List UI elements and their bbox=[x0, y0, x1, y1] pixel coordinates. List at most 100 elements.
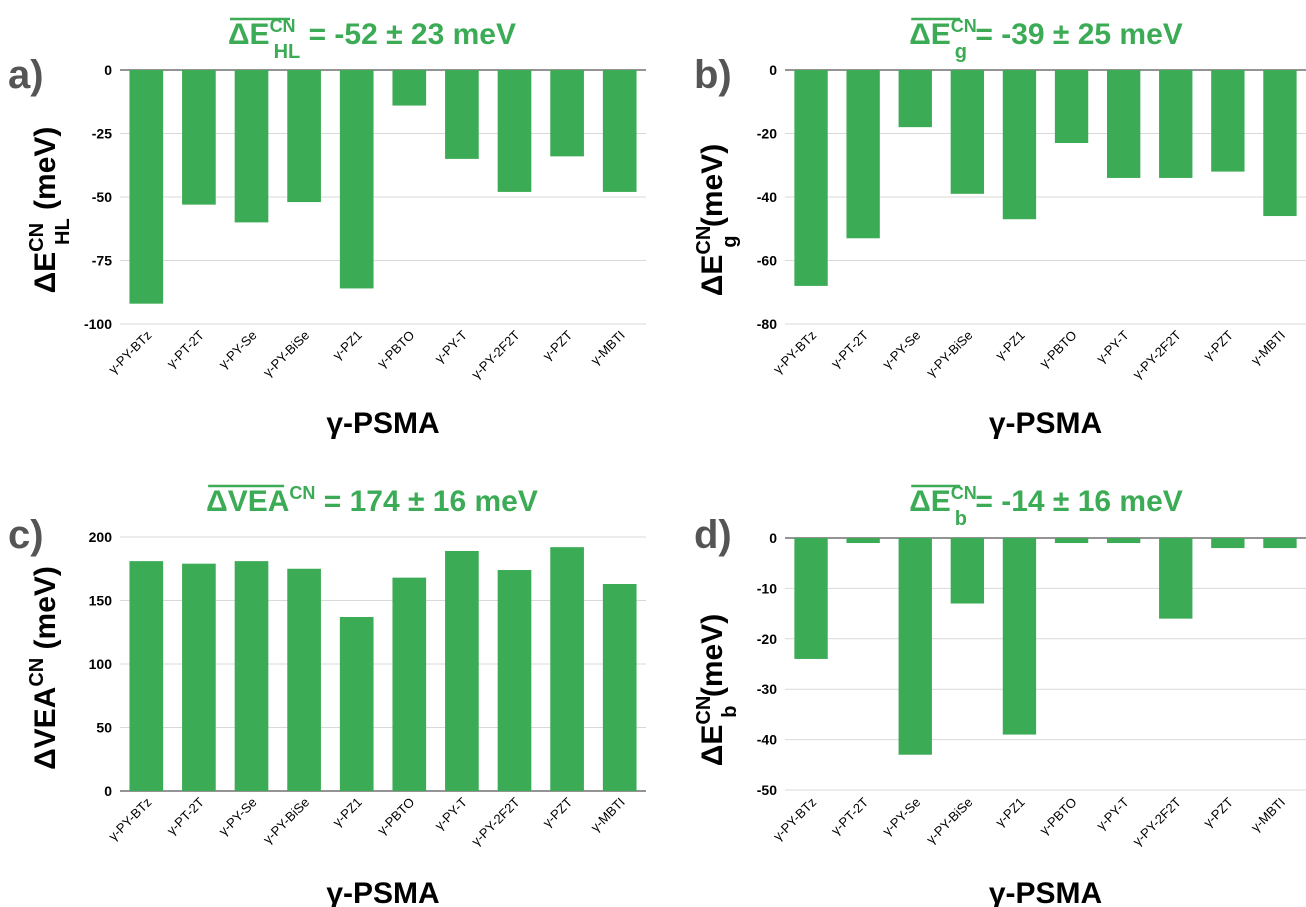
y-axis-label-rest: (meV) bbox=[29, 566, 62, 658]
chart-title: ΔECN b = -14 ± 16 meV bbox=[909, 483, 1183, 530]
bar bbox=[182, 563, 216, 791]
x-tick-label: γ-PZ1 bbox=[992, 328, 1027, 363]
chart-title-sub: g bbox=[955, 41, 967, 63]
chart-title-sup: CN bbox=[951, 483, 977, 503]
x-tick-label: γ-MBTI bbox=[588, 328, 628, 368]
x-tick-label: γ-PT-2T bbox=[164, 794, 207, 837]
x-tick-label: γ-PY-Se bbox=[879, 795, 923, 839]
bar bbox=[602, 583, 637, 791]
chart-title-rest: = 174 ± 16 meV bbox=[315, 485, 537, 518]
y-tick-label: 200 bbox=[89, 529, 113, 545]
bar bbox=[1106, 70, 1141, 178]
x-tick-label: γ-PZ1 bbox=[330, 795, 365, 830]
chart-title-sup: CN bbox=[270, 16, 296, 36]
y-axis-label-main: ΔE bbox=[696, 255, 729, 297]
bar bbox=[234, 561, 269, 791]
x-tick-label: γ-PY-T bbox=[1093, 794, 1131, 832]
x-axis-label: γ-PSMA bbox=[989, 877, 1102, 907]
y-axis-label-main: ΔVEA bbox=[29, 687, 62, 770]
bar bbox=[950, 70, 985, 194]
x-axis-label: γ-PSMA bbox=[326, 877, 439, 907]
chart-title-rest: = -52 ± 23 meV bbox=[300, 18, 516, 51]
chart-panel-b: 0-20-40-60-80γ-PY-BTz γ-PT-2T γ-PY-Se γ-PY-… bbox=[693, 16, 1306, 440]
x-tick-label: γ-PY-T bbox=[432, 794, 470, 832]
x-tick-label: γ-PBTO bbox=[1037, 328, 1080, 371]
x-tick-label: γ-PY-2F2T bbox=[1130, 327, 1184, 381]
chart-title-main: ΔE bbox=[228, 18, 270, 51]
y-tick-label: 0 bbox=[104, 783, 112, 799]
chart-title-sup: CN bbox=[289, 483, 315, 503]
chart-title-main: ΔE bbox=[909, 485, 951, 518]
y-tick-label: -50 bbox=[92, 189, 112, 205]
bar bbox=[392, 70, 427, 106]
y-tick-label: -80 bbox=[757, 316, 777, 332]
x-tick-label: γ-PY-2F2T bbox=[468, 794, 522, 848]
x-tick-label: γ-PY-Se bbox=[216, 328, 260, 372]
bar bbox=[339, 617, 374, 791]
bar bbox=[1054, 538, 1089, 544]
x-tick-label: γ-PY-2F2T bbox=[1130, 794, 1184, 848]
x-tick-label: γ-PT-2T bbox=[164, 327, 207, 370]
bar bbox=[1211, 70, 1245, 172]
bar bbox=[182, 70, 216, 205]
y-tick-label: -100 bbox=[84, 316, 112, 332]
x-tick-label: γ-PY-BTz bbox=[770, 795, 819, 844]
y-tick-label: -40 bbox=[757, 732, 777, 748]
y-axis-label-sub: HL bbox=[52, 218, 74, 245]
x-tick-label: γ-PY-BiSe bbox=[260, 328, 312, 380]
bar bbox=[1002, 70, 1037, 220]
x-tick-label: γ-PY-BiSe bbox=[923, 328, 975, 380]
x-tick-label: γ-PT-2T bbox=[828, 327, 871, 370]
y-axis-label-rest: (meV) bbox=[696, 144, 729, 236]
x-tick-label: γ-PZ1 bbox=[992, 795, 1027, 830]
bar bbox=[950, 538, 985, 604]
y-axis-label: ΔECN HL (meV) bbox=[26, 127, 74, 294]
panel-label: d) bbox=[694, 513, 732, 557]
x-tick-label: γ-MBTI bbox=[1248, 795, 1288, 835]
x-tick-label: γ-MBTI bbox=[1248, 328, 1288, 368]
chart-title-sup: CN bbox=[951, 16, 977, 36]
bar bbox=[846, 70, 880, 239]
x-tick-label: γ-PZ1 bbox=[330, 328, 365, 363]
y-tick-label: 0 bbox=[104, 62, 112, 78]
x-tick-label: γ-PZT bbox=[1200, 327, 1236, 363]
y-axis-label-sup: CN bbox=[26, 658, 48, 687]
x-tick-label: γ-PY-Se bbox=[879, 328, 923, 372]
x-tick-label: γ-PZT bbox=[1200, 794, 1236, 830]
y-axis-label-sup: CN bbox=[693, 226, 715, 255]
x-tick-label: γ-PY-T bbox=[1093, 327, 1131, 365]
x-axis-label: γ-PSMA bbox=[326, 407, 439, 440]
y-axis-label: ΔECN b (meV) bbox=[693, 614, 741, 766]
y-tick-label: 100 bbox=[89, 656, 113, 672]
bar bbox=[392, 577, 427, 791]
y-tick-label: -20 bbox=[757, 126, 777, 142]
bar bbox=[898, 538, 932, 755]
bar bbox=[550, 70, 584, 157]
x-tick-label: γ-PY-2F2T bbox=[468, 327, 522, 381]
chart-title: ΔECN g = -39 ± 25 meV bbox=[909, 16, 1183, 63]
x-tick-label: γ-PY-BiSe bbox=[923, 795, 975, 847]
bar bbox=[846, 538, 880, 544]
x-axis-label: γ-PSMA bbox=[989, 407, 1102, 440]
bar bbox=[1054, 70, 1089, 144]
y-axis-label-sub: b bbox=[719, 706, 741, 718]
x-tick-label: γ-PZT bbox=[540, 794, 576, 830]
x-tick-label: γ-PBTO bbox=[374, 795, 417, 838]
y-axis-label-main: ΔE bbox=[29, 252, 62, 294]
y-axis-label-rest: (meV) bbox=[696, 614, 729, 706]
bar bbox=[1263, 70, 1297, 217]
bar bbox=[445, 70, 479, 159]
y-axis-label-sup: CN bbox=[26, 223, 48, 252]
panel-label: c) bbox=[8, 513, 44, 557]
bar bbox=[497, 70, 532, 192]
chart-panel-d: 0-10-20-30-40-50γ-PY-BTz γ-PT-2T γ-PY-Se γ-… bbox=[693, 483, 1306, 907]
x-tick-label: γ-PY-BTz bbox=[770, 328, 819, 377]
bar bbox=[339, 70, 374, 289]
bar bbox=[1263, 538, 1297, 549]
x-tick-label: γ-PY-BTz bbox=[105, 328, 154, 377]
bar bbox=[445, 550, 479, 791]
y-tick-label: -20 bbox=[757, 631, 777, 647]
bar bbox=[497, 570, 532, 791]
x-tick-label: γ-PBTO bbox=[374, 328, 417, 371]
